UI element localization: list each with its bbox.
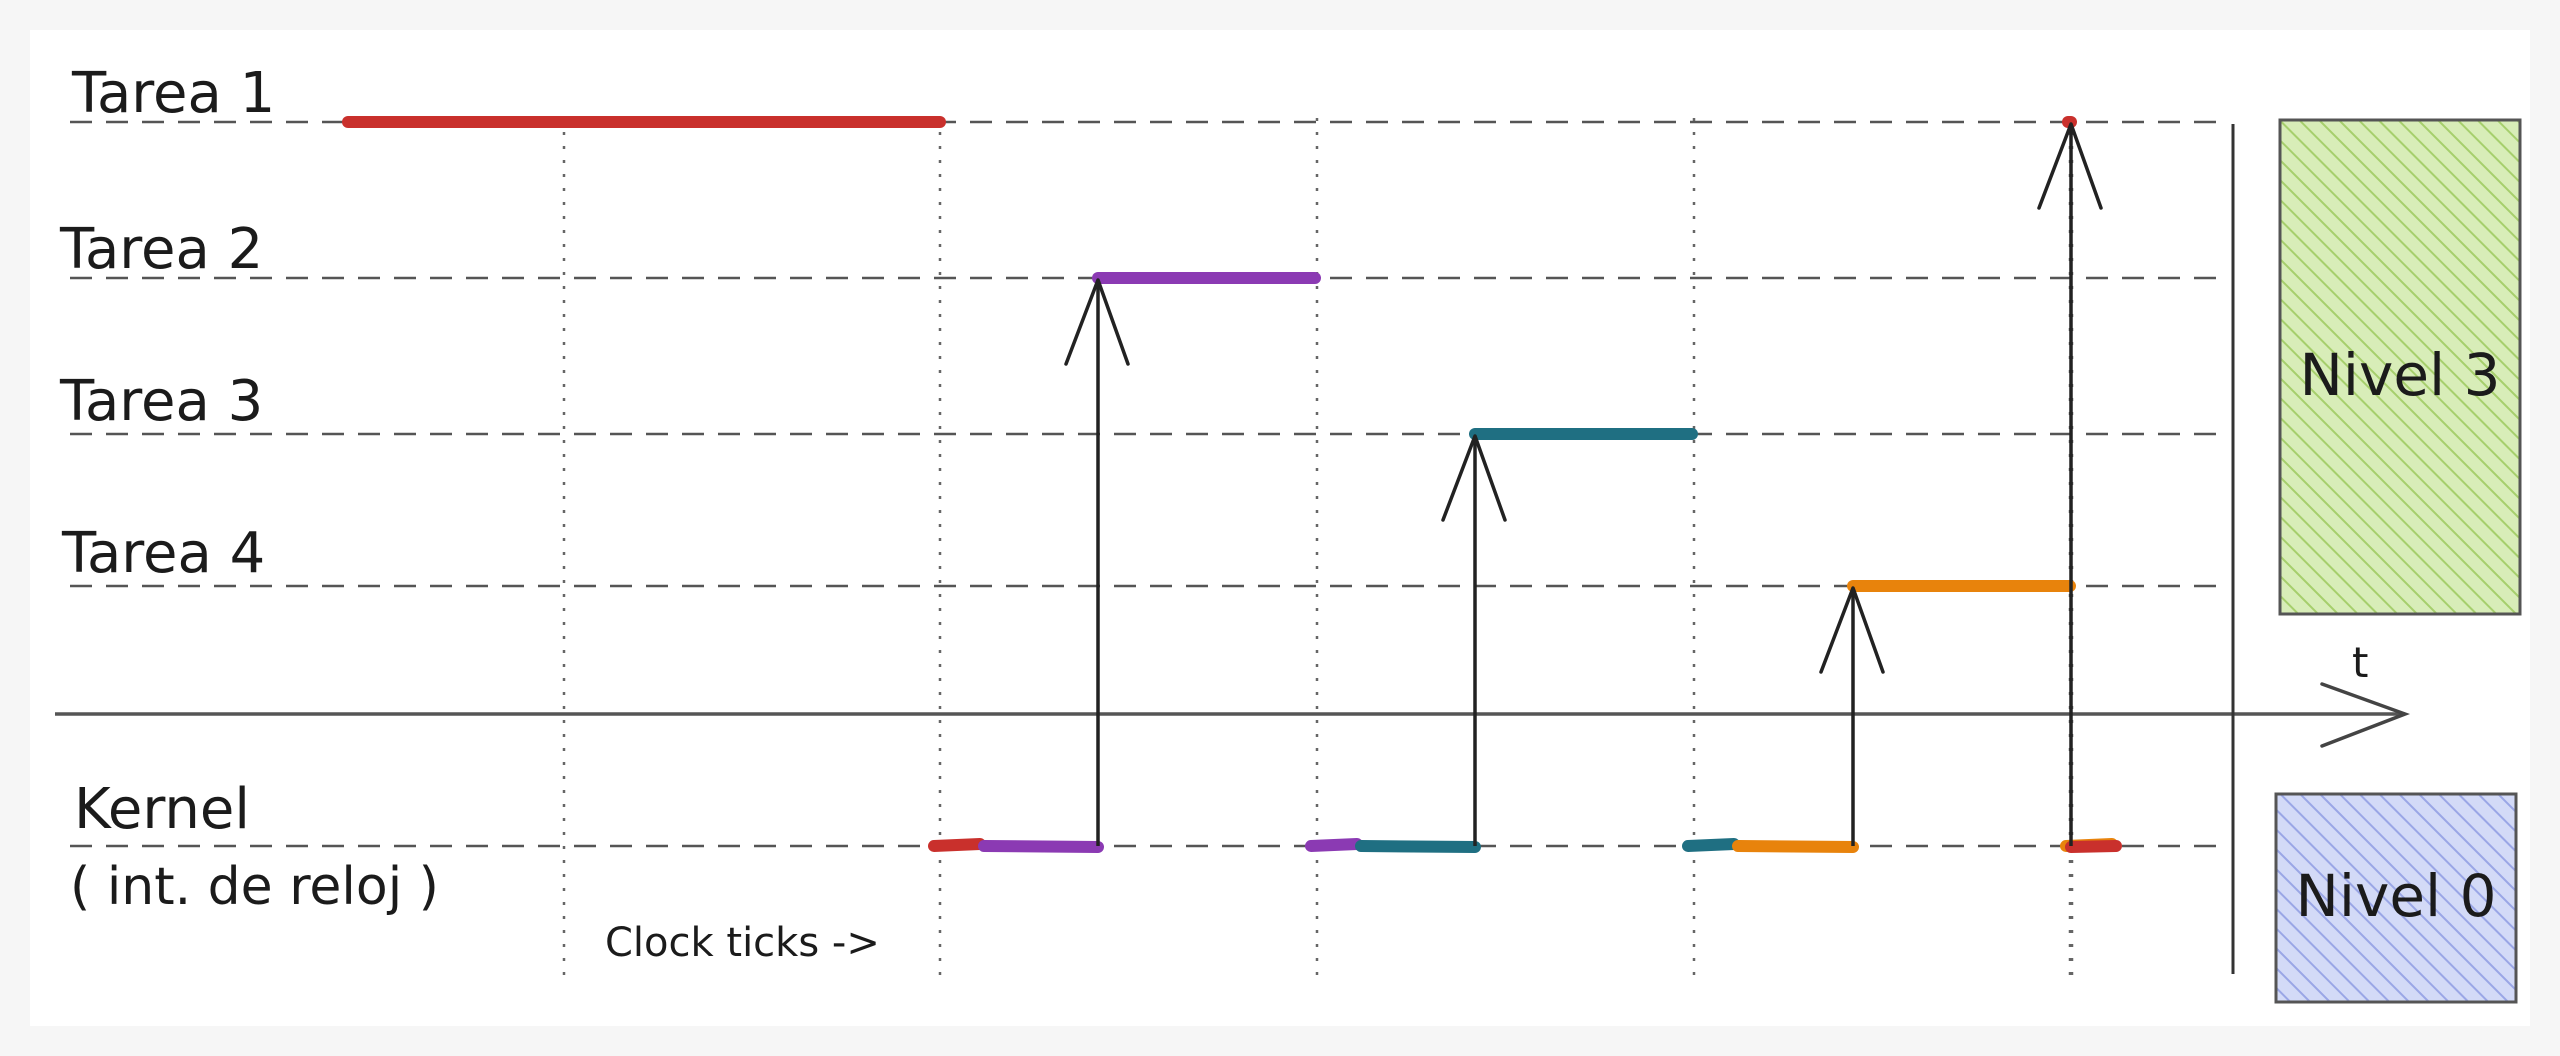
kernel-sublabel: ( int. de reloj ) bbox=[70, 857, 439, 917]
kernel-label: Kernel bbox=[74, 777, 250, 842]
context-switch-arrows bbox=[1064, 122, 2103, 846]
kernel-segment-prev-3 bbox=[1682, 838, 1740, 852]
grid-lines bbox=[70, 118, 2220, 975]
execution-segments bbox=[342, 116, 2122, 853]
diagram-card bbox=[30, 30, 2530, 1026]
switch-arrowhead-1 bbox=[1064, 278, 1130, 366]
switch-arrowhead-2 bbox=[1441, 434, 1507, 522]
kernel-segment-prev-1 bbox=[928, 838, 986, 852]
kernel-segment-prev-2 bbox=[1305, 838, 1363, 852]
kernel-segment-next-1 bbox=[978, 840, 1104, 853]
switch-arrowhead-3 bbox=[1819, 586, 1885, 674]
row-label-tarea-2: Tarea 2 bbox=[59, 217, 263, 282]
row-label-tarea-1: Tarea 1 bbox=[71, 61, 275, 126]
level-3-label: Nivel 3 bbox=[2300, 341, 2501, 409]
time-axis-label: t bbox=[2352, 638, 2368, 687]
kernel-segment-next-3 bbox=[1732, 840, 1859, 853]
switch-arrowhead-4 bbox=[2037, 122, 2103, 210]
kernel-segment-next-4 bbox=[2065, 840, 2122, 853]
time-axis bbox=[55, 682, 2411, 748]
kernel-segment-next-2 bbox=[1355, 840, 1481, 853]
level-0-label: Nivel 0 bbox=[2296, 862, 2497, 930]
time-axis-arrowhead bbox=[2320, 682, 2411, 748]
level-0-box bbox=[2274, 792, 2518, 1004]
row-label-tarea-3: Tarea 3 bbox=[59, 369, 263, 434]
clock-ticks-label: Clock ticks -> bbox=[605, 920, 880, 966]
row-label-tarea-4: Tarea 4 bbox=[61, 521, 265, 586]
level-3-box bbox=[2278, 118, 2522, 616]
